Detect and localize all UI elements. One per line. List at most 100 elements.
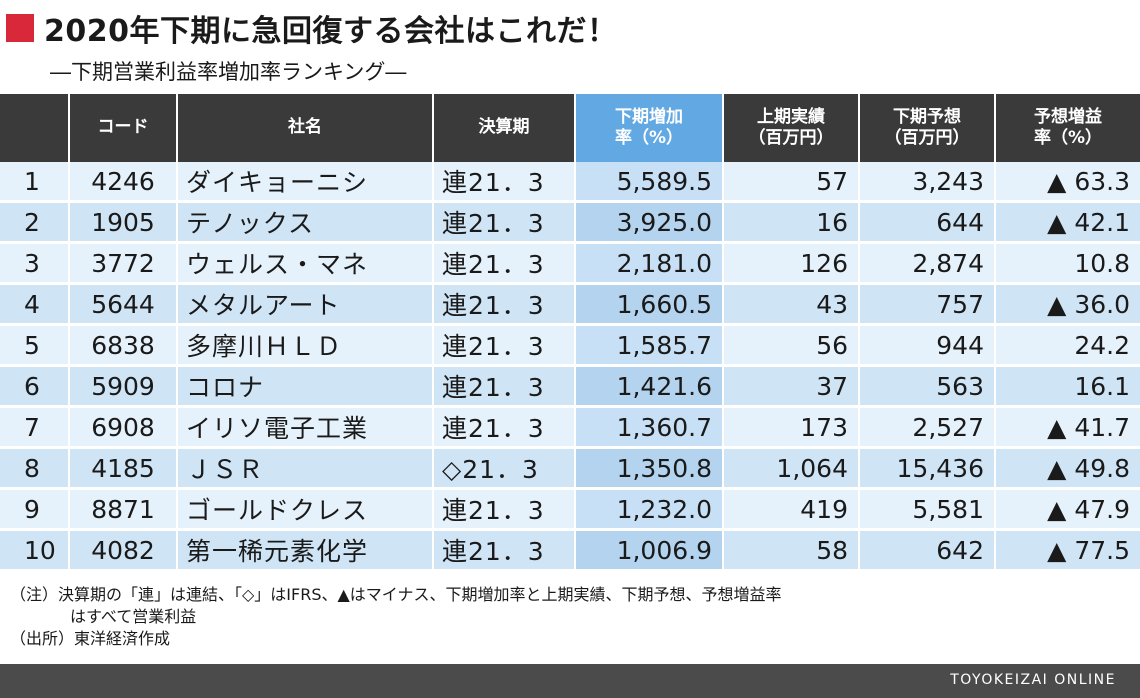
cell-h1-actual: 37 xyxy=(724,367,860,408)
cell-rank: 6 xyxy=(0,367,70,408)
cell-h1-actual: 173 xyxy=(724,408,860,449)
cell-h1-actual: 56 xyxy=(724,326,860,367)
footer-bar: TOYOKEIZAI ONLINE xyxy=(0,664,1140,698)
cell-fiscal-period: 連21．3 xyxy=(434,162,576,203)
cell-fiscal-period: 連21．3 xyxy=(434,408,576,449)
table-row: 5 6838 多摩川ＨＬＤ 連21．3 1,585.7 56 944 24.2 xyxy=(0,326,1140,367)
cell-code: 1905 xyxy=(70,203,178,244)
col-header-increase-rate: 下期増加 率（%） xyxy=(576,94,724,162)
cell-code: 3772 xyxy=(70,244,178,285)
cell-growth-rate: ▲ 63.3 xyxy=(996,162,1140,203)
ranking-table: コード 社名 決算期 下期増加 率（%） 上期実績 （百万円） 下期予想 （百万円） … xyxy=(0,94,1140,572)
cell-company-name: メタルアート xyxy=(178,285,434,326)
cell-increase-rate: 1,585.7 xyxy=(576,326,724,367)
cell-company-name: ダイキョーニシ xyxy=(178,162,434,203)
col-header-period: 決算期 xyxy=(434,94,576,162)
cell-rank: 9 xyxy=(0,490,70,531)
cell-code: 5644 xyxy=(70,285,178,326)
cell-growth-rate: 16.1 xyxy=(996,367,1140,408)
cell-h1-actual: 126 xyxy=(724,244,860,285)
page-title: 2020年下期に急回復する会社はこれだ！ xyxy=(44,14,618,49)
cell-company-name: 多摩川ＨＬＤ xyxy=(178,326,434,367)
cell-growth-rate: ▲ 42.1 xyxy=(996,203,1140,244)
cell-h2-forecast: 15,436 xyxy=(860,449,996,490)
cell-increase-rate: 1,232.0 xyxy=(576,490,724,531)
table-body: 1 4246 ダイキョーニシ 連21．3 5,589.5 57 3,243 ▲ 63.3 2 19… xyxy=(0,162,1140,572)
title-row: 2020年下期に急回復する会社はこれだ！ xyxy=(6,6,618,50)
cell-growth-rate: ▲ 41.7 xyxy=(996,408,1140,449)
col-header-rank xyxy=(0,94,70,162)
cell-fiscal-period: 連21．3 xyxy=(434,490,576,531)
note-consolidation-continued: はすべて営業利益 xyxy=(70,607,197,626)
cell-increase-rate: 5,589.5 xyxy=(576,162,724,203)
table-row: 4 5644 メタルアート 連21．3 1,660.5 43 757 ▲ 36.0 xyxy=(0,285,1140,326)
cell-company-name: テノックス xyxy=(178,203,434,244)
cell-rank: 8 xyxy=(0,449,70,490)
cell-increase-rate: 1,350.8 xyxy=(576,449,724,490)
cell-company-name: ウェルス・マネ xyxy=(178,244,434,285)
cell-h1-actual: 1,064 xyxy=(724,449,860,490)
cell-increase-rate: 1,421.6 xyxy=(576,367,724,408)
cell-code: 4246 xyxy=(70,162,178,203)
col-header-growth-rate: 予想増益 率（%） xyxy=(996,94,1140,162)
cell-fiscal-period: 連21．3 xyxy=(434,244,576,285)
cell-rank: 10 xyxy=(0,531,70,572)
title-marker-square xyxy=(6,14,34,42)
cell-increase-rate: 1,360.7 xyxy=(576,408,724,449)
cell-company-name: ＪＳＲ xyxy=(178,449,434,490)
cell-rank: 3 xyxy=(0,244,70,285)
table-row: 10 4082 第一稀元素化学 連21．3 1,006.9 58 642 ▲ 77.5 xyxy=(0,531,1140,572)
cell-rank: 7 xyxy=(0,408,70,449)
cell-h2-forecast: 2,527 xyxy=(860,408,996,449)
note-consolidation: （注）決算期の「連」は連結、「◇」はIFRS、▲はマイナス、下期増加率と上期実績… xyxy=(10,585,782,604)
table-row: 7 6908 イリソ電子工業 連21．3 1,360.7 173 2,527 ▲ 41.7 xyxy=(0,408,1140,449)
cell-company-name: ゴールドクレス xyxy=(178,490,434,531)
cell-increase-rate: 1,006.9 xyxy=(576,531,724,572)
cell-fiscal-period: ◇21．3 xyxy=(434,449,576,490)
cell-code: 8871 xyxy=(70,490,178,531)
table-row: 3 3772 ウェルス・マネ 連21．3 2,181.0 126 2,874 10.8 xyxy=(0,244,1140,285)
page-subtitle: ―下期営業利益率増加率ランキング― xyxy=(50,60,407,84)
title-block: 2020年下期に急回復する会社はこれだ！ ―下期営業利益率増加率ランキング― xyxy=(6,6,618,86)
col-header-h2-forecast: 下期予想 （百万円） xyxy=(860,94,996,162)
col-header-name: 社名 xyxy=(178,94,434,162)
cell-h2-forecast: 3,243 xyxy=(860,162,996,203)
table-header-row: コード 社名 決算期 下期増加 率（%） 上期実績 （百万円） 下期予想 （百万円） … xyxy=(0,94,1140,162)
cell-h1-actual: 419 xyxy=(724,490,860,531)
cell-h2-forecast: 944 xyxy=(860,326,996,367)
cell-rank: 1 xyxy=(0,162,70,203)
cell-growth-rate: 10.8 xyxy=(996,244,1140,285)
table-row: 9 8871 ゴールドクレス 連21．3 1,232.0 419 5,581 ▲ 47.9 xyxy=(0,490,1140,531)
cell-growth-rate: ▲ 47.9 xyxy=(996,490,1140,531)
cell-h2-forecast: 757 xyxy=(860,285,996,326)
cell-h1-actual: 57 xyxy=(724,162,860,203)
cell-h2-forecast: 563 xyxy=(860,367,996,408)
cell-code: 6908 xyxy=(70,408,178,449)
cell-fiscal-period: 連21．3 xyxy=(434,367,576,408)
cell-growth-rate: 24.2 xyxy=(996,326,1140,367)
cell-growth-rate: ▲ 49.8 xyxy=(996,449,1140,490)
cell-h1-actual: 43 xyxy=(724,285,860,326)
cell-h1-actual: 58 xyxy=(724,531,860,572)
cell-fiscal-period: 連21．3 xyxy=(434,531,576,572)
cell-fiscal-period: 連21．3 xyxy=(434,203,576,244)
cell-rank: 2 xyxy=(0,203,70,244)
cell-rank: 4 xyxy=(0,285,70,326)
cell-code: 5909 xyxy=(70,367,178,408)
cell-company-name: コロナ xyxy=(178,367,434,408)
cell-increase-rate: 2,181.0 xyxy=(576,244,724,285)
cell-growth-rate: ▲ 36.0 xyxy=(996,285,1140,326)
cell-code: 4082 xyxy=(70,531,178,572)
cell-company-name: イリソ電子工業 xyxy=(178,408,434,449)
cell-increase-rate: 3,925.0 xyxy=(576,203,724,244)
cell-increase-rate: 1,660.5 xyxy=(576,285,724,326)
cell-rank: 5 xyxy=(0,326,70,367)
cell-code: 6838 xyxy=(70,326,178,367)
col-header-h1-actual: 上期実績 （百万円） xyxy=(724,94,860,162)
col-header-code: コード xyxy=(70,94,178,162)
table-row: 2 1905 テノックス 連21．3 3,925.0 16 644 ▲ 42.1 xyxy=(0,203,1140,244)
table-row: 1 4246 ダイキョーニシ 連21．3 5,589.5 57 3,243 ▲ 63.3 xyxy=(0,162,1140,203)
notes: （注）決算期の「連」は連結、「◇」はIFRS、▲はマイナス、下期増加率と上期実績… xyxy=(10,584,782,650)
cell-h1-actual: 16 xyxy=(724,203,860,244)
table-row: 6 5909 コロナ 連21．3 1,421.6 37 563 16.1 xyxy=(0,367,1140,408)
